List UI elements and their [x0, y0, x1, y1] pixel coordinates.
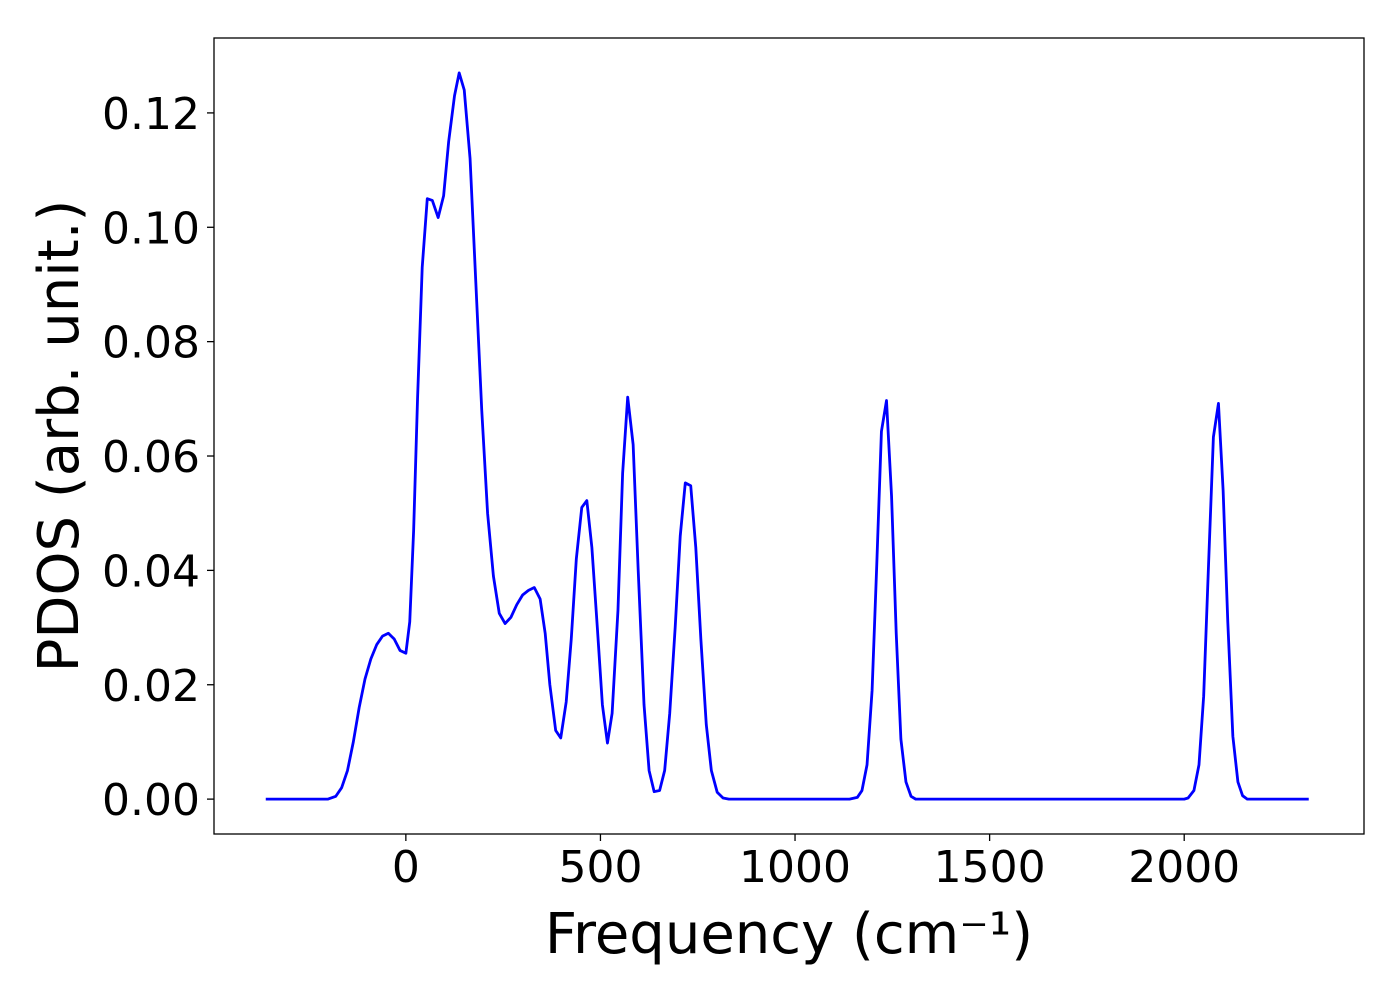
- y-tick-label: 0.00: [102, 775, 200, 826]
- data-line: [265, 71, 1309, 801]
- x-tick-label: 1000: [739, 842, 851, 893]
- y-tick-label: 0.02: [102, 661, 200, 712]
- x-tick-label: 0: [392, 842, 420, 893]
- y-tick-label: 0.06: [102, 432, 200, 483]
- y-tick-label: 0.12: [102, 89, 200, 140]
- y-tick-label: 0.04: [102, 546, 200, 597]
- x-tick-label: 500: [558, 842, 642, 893]
- x-tick-label: 1500: [934, 842, 1046, 893]
- y-tick-label: 0.10: [102, 203, 200, 254]
- x-tick-label: 2000: [1128, 842, 1240, 893]
- plot-frame: [213, 37, 1365, 835]
- y-tick-label: 0.08: [102, 318, 200, 369]
- y-axis-label: PDOS (arb. unit.): [27, 200, 92, 673]
- x-axis-label: Frequency (cm⁻¹): [545, 902, 1033, 967]
